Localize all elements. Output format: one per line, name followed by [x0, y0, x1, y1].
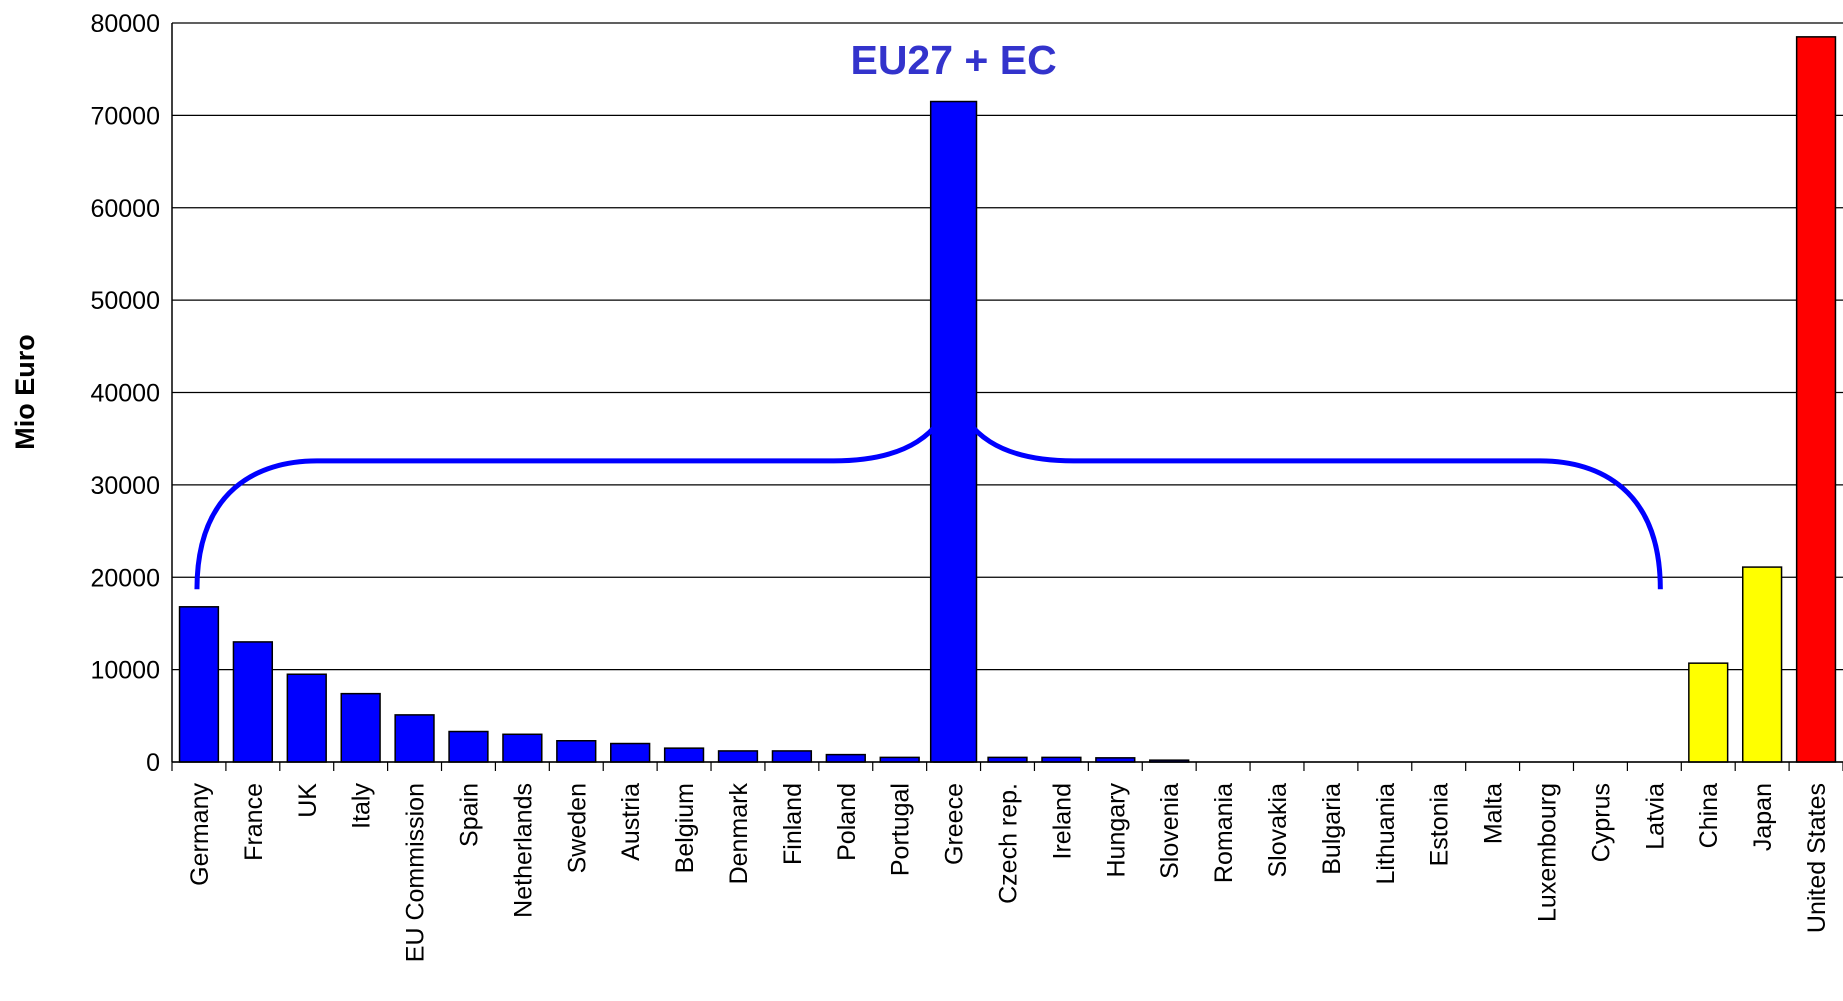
x-tick-label: Slovakia — [1264, 783, 1292, 878]
x-tick-label: United States — [1803, 783, 1831, 933]
x-tick-label: Estonia — [1426, 783, 1454, 866]
y-tick-label: 10000 — [90, 657, 160, 685]
bar — [610, 742, 651, 763]
x-tick-label: Luxembourg — [1534, 783, 1562, 922]
x-tick-label: Cyprus — [1587, 783, 1615, 862]
bar — [502, 733, 543, 763]
y-tick-label: 70000 — [90, 102, 160, 130]
x-tick-label: Sweden — [563, 783, 591, 873]
eu27-brace — [194, 391, 1663, 590]
eu27-annotation: EU27 + EC — [850, 37, 1056, 83]
bar — [232, 641, 274, 763]
x-tick-label: Portugal — [887, 783, 915, 876]
eu27-total-bar — [929, 100, 978, 763]
axes — [171, 23, 1843, 771]
x-tick-label: Latvia — [1641, 783, 1669, 850]
x-tick-label: Hungary — [1102, 783, 1130, 878]
bar — [717, 750, 759, 763]
bar — [1688, 662, 1729, 763]
y-tick-label: 40000 — [90, 380, 160, 408]
bar — [771, 750, 813, 763]
bar — [556, 740, 597, 763]
y-tick-label: 80000 — [90, 10, 160, 38]
x-tick-label: Austria — [617, 783, 645, 861]
x-tick-label: Czech rep. — [995, 783, 1023, 904]
bar — [178, 606, 220, 763]
x-tick-label: Romania — [1210, 783, 1238, 883]
bar — [448, 730, 489, 763]
x-tick-label: France — [240, 783, 268, 861]
x-tick-labels: Germany France UK Italy EU Commission Spain Ne… — [186, 783, 1831, 963]
x-tick-label: Netherlands — [509, 783, 537, 918]
x-tick-label: Poland — [833, 783, 861, 861]
x-tick-label: Ireland — [1048, 783, 1076, 859]
x-tick-label: Lithuania — [1372, 783, 1400, 885]
gridlines — [172, 22, 1843, 763]
x-tick-label: Germany — [186, 783, 214, 886]
x-tick-label: Belgium — [671, 783, 699, 873]
y-tick-label: 60000 — [90, 195, 160, 223]
x-tick-label: UK — [294, 783, 322, 818]
bar — [340, 692, 381, 763]
x-tick-label: EU Commission — [402, 783, 430, 962]
x-tick-label: Malta — [1480, 783, 1508, 844]
x-tick-label: Slovenia — [1156, 783, 1184, 879]
y-tick-label: 0 — [146, 749, 160, 777]
bar — [825, 753, 866, 763]
y-tick-label: 20000 — [90, 564, 160, 592]
x-tick-label: Denmark — [725, 783, 753, 885]
y-axis-label: Mio Euro — [10, 334, 40, 450]
bar — [394, 714, 435, 763]
x-tick-label: China — [1695, 783, 1723, 848]
bar — [663, 747, 705, 763]
x-tick-label: Japan — [1749, 783, 1777, 851]
x-tick-label: Finland — [779, 783, 807, 865]
x-tick-label: Greece — [941, 783, 969, 865]
x-tick-label: Spain — [455, 783, 483, 847]
y-tick-label: 50000 — [90, 287, 160, 315]
bar — [1795, 36, 1837, 763]
bar — [286, 673, 327, 763]
x-tick-label: Italy — [348, 783, 376, 829]
x-tick-label: Bulgaria — [1318, 783, 1346, 875]
y-tick-labels: 0 10000 20000 30000 40000 50000 60000 70000 8000… — [90, 10, 160, 777]
y-tick-label: 30000 — [90, 472, 160, 500]
bar — [1741, 566, 1783, 763]
bars — [178, 36, 1837, 763]
